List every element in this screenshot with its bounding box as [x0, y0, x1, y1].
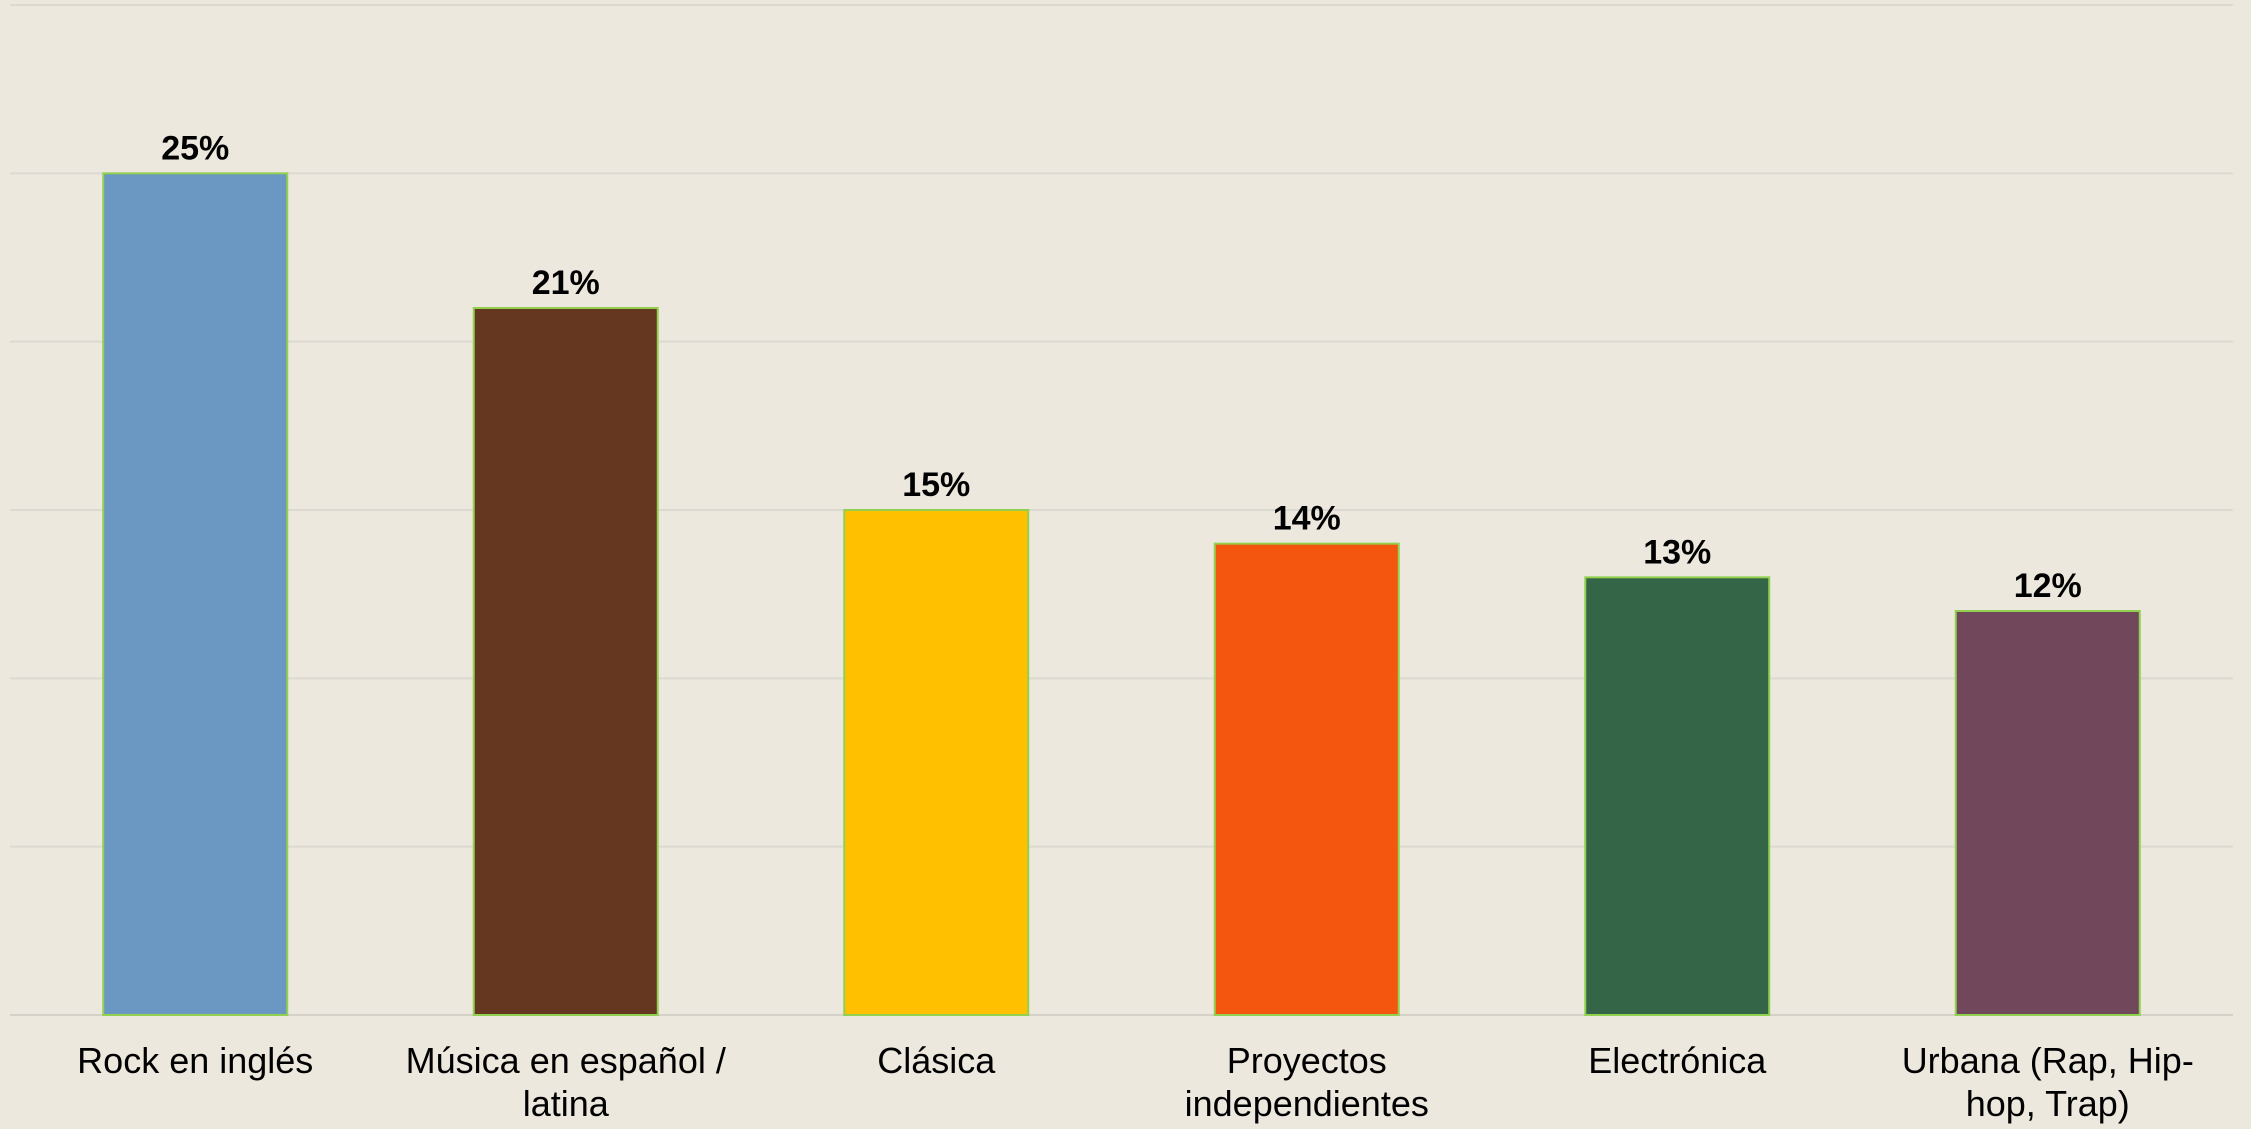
data-label: 14% — [1273, 500, 1341, 538]
category-label: hop, Trap) — [1966, 1083, 2130, 1124]
gridlines — [10, 4, 2233, 1016]
bar — [472, 307, 659, 1016]
data-label: 12% — [2014, 567, 2082, 605]
category-label: independientes — [1185, 1083, 1429, 1124]
category-labels: Rock en inglés Música en español /latina C… — [77, 1040, 2194, 1124]
category-label: Electrónica — [1588, 1040, 1767, 1081]
category-label: Proyectos — [1227, 1040, 1387, 1081]
category-label: Rock en inglés — [77, 1040, 313, 1081]
data-label: 25% — [161, 129, 229, 167]
bars — [102, 172, 2141, 1017]
category-label: Música en español / — [406, 1040, 726, 1081]
value-labels: 25% 21% 15% 14% 13% 12% — [161, 129, 2082, 605]
data-label: 21% — [532, 264, 600, 302]
data-label: 13% — [1643, 533, 1711, 571]
category-label: Clásica — [877, 1040, 996, 1081]
data-label: 15% — [902, 466, 970, 504]
bar — [843, 509, 1030, 1016]
category-label: Urbana (Rap, Hip- — [1902, 1040, 2194, 1081]
bar — [1954, 610, 2141, 1016]
bar — [102, 172, 289, 1017]
bar — [1213, 542, 1400, 1017]
bar — [1584, 576, 1771, 1016]
category-label: latina — [523, 1083, 610, 1124]
